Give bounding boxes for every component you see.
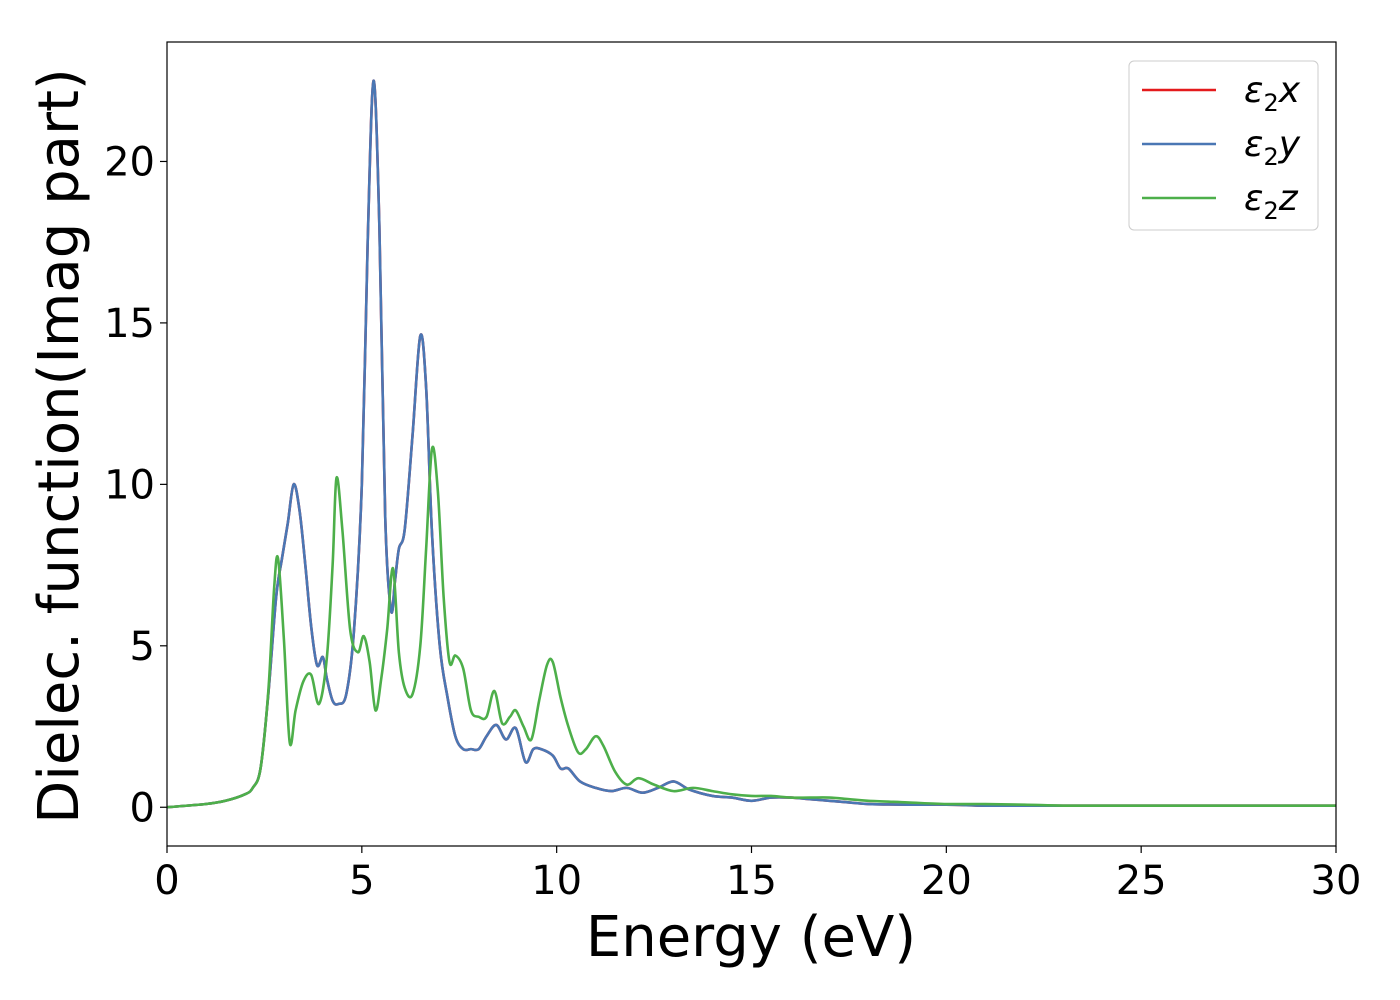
y-tick-label: 10 <box>104 462 155 508</box>
x-tick-label: 20 <box>921 858 972 904</box>
x-tick-label: 25 <box>1116 858 1167 904</box>
x-tick-label: 5 <box>349 858 374 904</box>
series-line-y <box>167 79 1336 809</box>
x-axis: 0 5 10 15 20 25 30 <box>154 846 1361 904</box>
x-tick-label: 15 <box>726 858 777 904</box>
legend-label-x: ε2x <box>1244 70 1301 117</box>
series-layer <box>167 79 1336 809</box>
legend: ε2x ε2y ε2z <box>1128 60 1319 231</box>
y-axis-label: Dielec. function(Imag part) <box>27 68 92 824</box>
x-tick-label: 30 <box>1311 858 1362 904</box>
y-tick-label: 5 <box>130 624 155 670</box>
y-tick-label: 0 <box>130 785 155 831</box>
y-tick-label: 15 <box>104 301 155 347</box>
y-tick-label: 20 <box>104 139 155 185</box>
series-line-z <box>167 445 1336 809</box>
y-axis: 0 5 10 15 20 <box>104 139 167 831</box>
x-axis-label: Energy (eV) <box>586 905 916 970</box>
x-tick-label: 10 <box>531 858 582 904</box>
legend-label-z: ε2z <box>1244 178 1299 225</box>
legend-label-y: ε2y <box>1244 124 1301 171</box>
legend-box <box>1128 60 1319 231</box>
x-tick-label: 0 <box>154 858 179 904</box>
